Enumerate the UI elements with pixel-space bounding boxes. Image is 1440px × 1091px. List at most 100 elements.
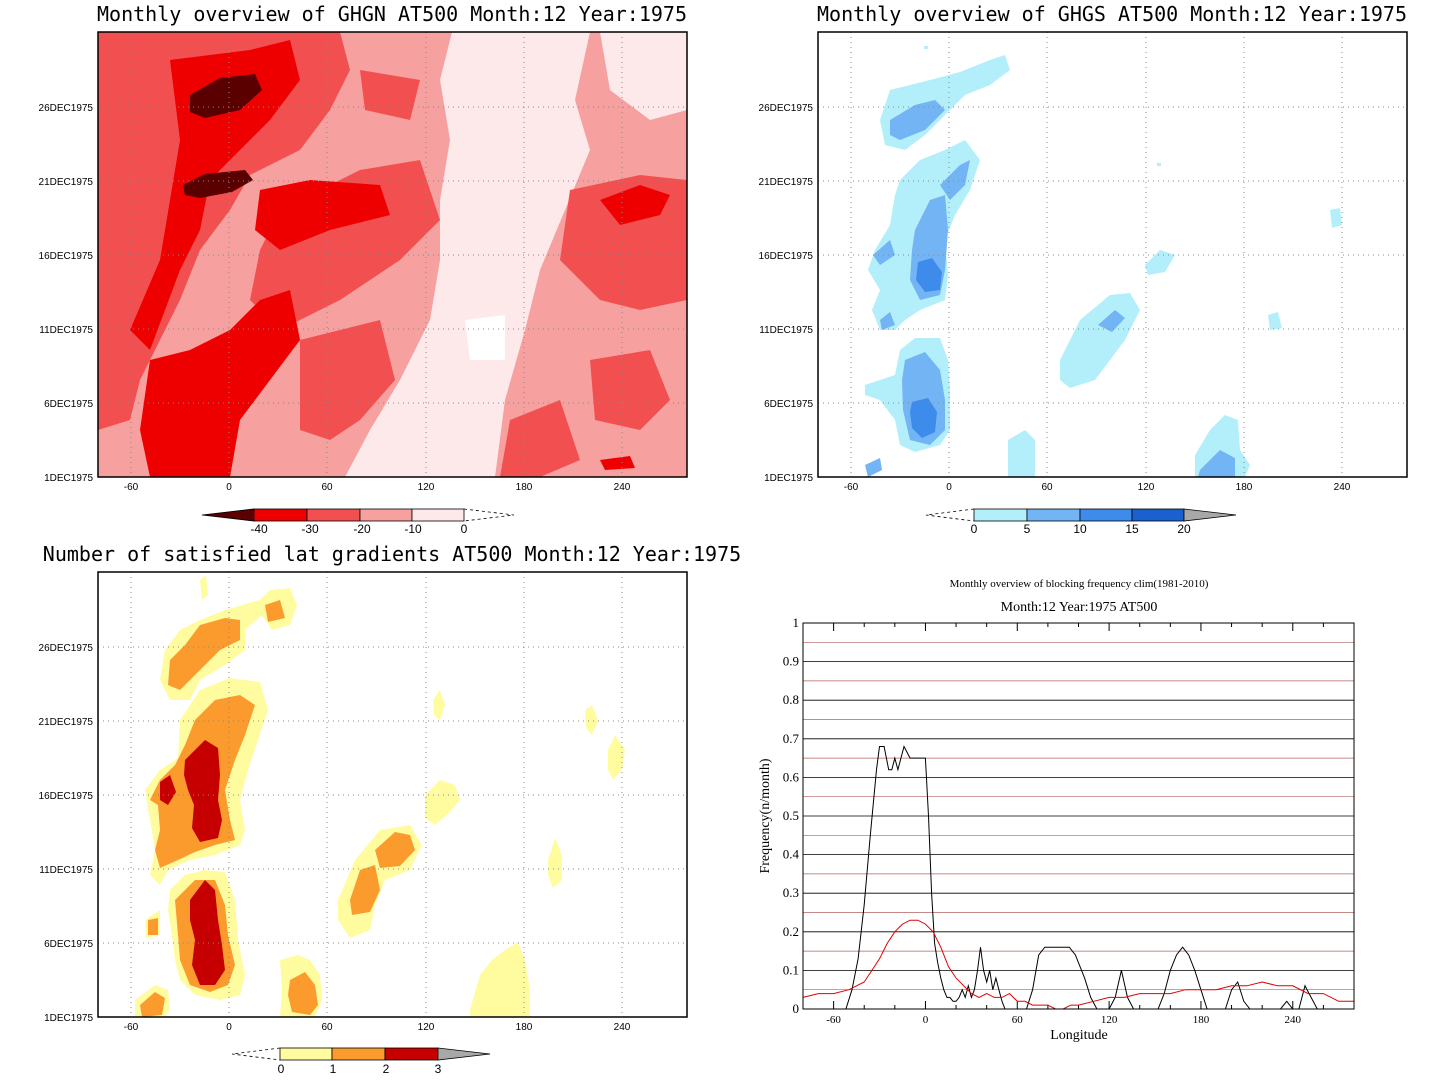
grad-yticks: 1DEC1975 6DEC1975 11DEC1975 16DEC1975 21… xyxy=(39,643,94,1024)
freq-subtitle: Month:12 Year:1975 AT500 xyxy=(1001,600,1158,615)
x-tick-label: 180 xyxy=(516,482,533,493)
freq-series-line-1 xyxy=(802,919,1354,1010)
y-tick-label: 11DEC1975 xyxy=(759,325,813,336)
y-tick-label: 11DEC1975 xyxy=(39,865,93,876)
panel-ghgs-title: Monthly overview of GHGS AT500 Month:12 … xyxy=(817,2,1407,26)
colorbar-label: 20 xyxy=(1177,522,1191,536)
x-tick-label: -60 xyxy=(124,482,139,493)
x-tick-label: -60 xyxy=(124,1022,139,1033)
y-tick-label: 0.5 xyxy=(783,808,799,823)
y-tick-label: 16DEC1975 xyxy=(759,251,814,262)
y-tick-label: 0.7 xyxy=(783,731,800,746)
x-tick-label: 0 xyxy=(923,1014,929,1026)
y-tick-label: 16DEC1975 xyxy=(39,251,94,262)
x-tick-label: 0 xyxy=(946,482,952,493)
x-tick-label: 240 xyxy=(1285,1014,1302,1026)
colorbar-label: 0 xyxy=(971,522,978,536)
y-tick-label: 1 xyxy=(793,615,800,630)
ghgn-gridlines xyxy=(98,32,687,477)
x-tick-label: 60 xyxy=(321,482,333,493)
colorbar-label: -20 xyxy=(353,522,371,536)
y-tick-label: 0.4 xyxy=(783,847,800,862)
x-tick-label: 120 xyxy=(1101,1014,1118,1026)
x-tick-label: 240 xyxy=(614,1022,631,1033)
x-tick-label: 60 xyxy=(1012,1014,1024,1026)
colorbar-label: 10 xyxy=(1073,522,1087,536)
grad-frame xyxy=(97,571,688,1018)
x-tick-label: -60 xyxy=(826,1014,841,1026)
grad-gridlines xyxy=(98,572,687,1017)
colorbar-label: 2 xyxy=(383,1062,390,1076)
y-tick-label: 21DEC1975 xyxy=(39,717,94,728)
colorbar-label: 3 xyxy=(435,1062,442,1076)
freq-x-tick-labels: -60 0 60 120 180 240 xyxy=(826,1014,1301,1026)
colorbar-label: -30 xyxy=(301,522,319,536)
y-tick-label: 21DEC1975 xyxy=(759,177,814,188)
colorbar-label: -40 xyxy=(250,522,268,536)
y-tick-label: 16DEC1975 xyxy=(39,791,94,802)
y-tick-label: 1DEC1975 xyxy=(44,473,93,484)
x-tick-label: 120 xyxy=(418,482,435,493)
y-tick-label: 26DEC1975 xyxy=(39,643,94,654)
colorbar-label: 0 xyxy=(461,522,468,536)
freq-gridlines xyxy=(803,641,1354,991)
y-tick-label: 0.2 xyxy=(783,924,799,939)
ghgn-colorbar-labels: -40 -30 -20 -10 0 xyxy=(250,522,467,536)
ghgs-colorbar xyxy=(925,508,1237,522)
colorbar-label: 1 xyxy=(330,1062,337,1076)
ghgs-xticks: -60 0 60 120 180 240 xyxy=(844,482,1351,493)
x-tick-label: 180 xyxy=(1236,482,1253,493)
ghgn-colorbar xyxy=(201,508,515,522)
colorbar-label: 0 xyxy=(278,1062,285,1076)
ghgs-yticks: 1DEC1975 6DEC1975 11DEC1975 16DEC1975 21… xyxy=(759,103,814,484)
freq-tick-marks xyxy=(833,623,1324,1009)
x-tick-label: 120 xyxy=(1138,482,1155,493)
y-tick-label: 1DEC1975 xyxy=(44,1013,93,1024)
x-tick-label: 0 xyxy=(226,482,232,493)
y-tick-label: 0.9 xyxy=(783,654,799,669)
grad-xticks: -60 0 60 120 180 240 xyxy=(124,1022,631,1033)
ghgn-xticks: -60 0 60 120 180 240 xyxy=(124,482,631,493)
x-tick-label: 60 xyxy=(1041,482,1053,493)
y-tick-label: 6DEC1975 xyxy=(44,399,93,410)
y-tick-label: 0.1 xyxy=(783,962,799,977)
y-tick-label: 21DEC1975 xyxy=(39,177,94,188)
x-tick-label: 180 xyxy=(1193,1014,1210,1026)
y-tick-label: 26DEC1975 xyxy=(759,103,814,114)
panel-grad-title: Number of satisfied lat gradients AT500 … xyxy=(43,542,741,566)
y-tick-label: 1DEC1975 xyxy=(764,473,813,484)
x-tick-label: 180 xyxy=(516,1022,533,1033)
panel-freq: Monthly overview of blocking frequency c… xyxy=(758,578,1355,1043)
grad-colorbar-labels: 0 1 2 3 xyxy=(278,1062,442,1076)
colorbar-label: 5 xyxy=(1024,522,1031,536)
colorbar-label: -10 xyxy=(404,522,422,536)
x-tick-label: 0 xyxy=(226,1022,232,1033)
x-tick-label: 60 xyxy=(321,1022,333,1033)
freq-frame xyxy=(802,622,1355,1010)
ghgs-frame xyxy=(817,31,1408,478)
freq-title: Monthly overview of blocking frequency c… xyxy=(950,578,1209,590)
ghgs-colorbar-labels: 0 5 10 15 20 xyxy=(971,522,1191,536)
freq-series-group xyxy=(802,745,1354,1010)
freq-x-axis-label: Longitude xyxy=(1050,1028,1108,1043)
y-tick-label: 6DEC1975 xyxy=(44,939,93,950)
panel-ghgn-title: Monthly overview of GHGN AT500 Month:12 … xyxy=(97,2,687,26)
freq-y-axis-label: Frequency(n/month) xyxy=(758,758,773,873)
x-tick-label: 240 xyxy=(614,482,631,493)
ghgs-gridlines xyxy=(818,32,1407,477)
freq-y-tick-labels: 0 0.1 0.2 0.3 0.4 0.5 0.6 0.7 0.8 0.9 1 xyxy=(783,615,800,1016)
y-tick-label: 26DEC1975 xyxy=(39,103,94,114)
x-tick-label: 240 xyxy=(1334,482,1351,493)
panel-grad: Number of satisfied lat gradients AT500 … xyxy=(39,542,742,1076)
ghgn-frame xyxy=(97,31,688,478)
panel-ghgs: Monthly overview of GHGS AT500 Month:12 … xyxy=(759,2,1408,536)
y-tick-label: 0.8 xyxy=(783,692,799,707)
x-tick-label: -60 xyxy=(844,482,859,493)
y-tick-label: 0.6 xyxy=(783,769,800,784)
grad-colorbar xyxy=(231,1047,491,1061)
y-tick-label: 6DEC1975 xyxy=(764,399,813,410)
freq-series-line-0 xyxy=(803,745,1354,1010)
y-tick-label: 11DEC1975 xyxy=(39,325,93,336)
ghgn-yticks: 1DEC1975 6DEC1975 11DEC1975 16DEC1975 21… xyxy=(39,103,94,484)
